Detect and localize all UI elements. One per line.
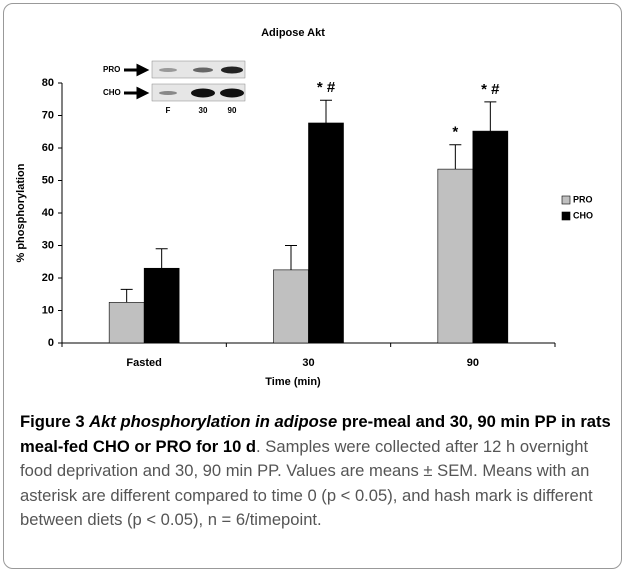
- x-axis-label: Time (min): [265, 376, 321, 388]
- y-tick-label: 80: [42, 77, 54, 89]
- blot-band: [193, 68, 213, 73]
- caption-title-italic: Akt phosphorylation in adipose: [89, 412, 337, 431]
- y-axis-label: % phosphorylation: [15, 163, 27, 262]
- bar: [144, 268, 179, 343]
- error-bar: [449, 145, 461, 169]
- arrow: [124, 66, 146, 74]
- legend-swatch: [562, 212, 570, 220]
- bar: [109, 302, 144, 343]
- figure-label: Figure 3: [20, 412, 85, 431]
- y-tick-label: 30: [42, 239, 54, 251]
- caption: Figure 3 Akt phosphorylation in adipose …: [20, 410, 614, 533]
- error-bar: [156, 249, 168, 269]
- inset-row-label: PRO: [103, 65, 120, 74]
- arrow: [124, 89, 146, 97]
- y-tick-label: 50: [42, 174, 54, 186]
- chart: Adipose Akt Time (min) % phosphorylation…: [0, 0, 627, 400]
- legend-swatch: [562, 196, 570, 204]
- inset-lane-label: F: [166, 106, 171, 115]
- blot-band: [159, 68, 177, 72]
- annotation: * #: [317, 79, 336, 96]
- error-bar: [121, 289, 133, 302]
- x-tick-label: 30: [302, 357, 314, 369]
- bar: [274, 270, 309, 343]
- blot-band: [220, 89, 244, 98]
- y-tick-label: 20: [42, 272, 54, 284]
- annotation: *: [452, 124, 458, 141]
- legend-label: PRO: [573, 194, 593, 204]
- bar: [473, 131, 508, 343]
- y-tick-label: 70: [42, 109, 54, 121]
- y-tick-label: 10: [42, 304, 54, 316]
- inset-blot: [124, 61, 245, 101]
- blot-band: [191, 89, 215, 98]
- blot-band: [221, 67, 243, 74]
- error-bar: [285, 246, 297, 270]
- legend-label: CHO: [573, 210, 593, 220]
- bar: [438, 169, 473, 343]
- page: Adipose Akt Time (min) % phosphorylation…: [0, 0, 627, 574]
- x-tick-label: Fasted: [126, 357, 161, 369]
- annotation: * #: [481, 81, 500, 98]
- chart-title: Adipose Akt: [261, 27, 325, 39]
- error-bar: [320, 100, 332, 123]
- y-tick-label: 40: [42, 207, 54, 219]
- y-tick-label: 0: [48, 337, 54, 349]
- y-tick-label: 60: [42, 142, 54, 154]
- inset-lane-label: 90: [228, 106, 237, 115]
- blot-band: [159, 91, 177, 95]
- error-bar: [484, 102, 496, 131]
- inset-row-label: CHO: [103, 88, 121, 97]
- inset-lane-label: 30: [199, 106, 208, 115]
- bar: [309, 123, 344, 343]
- x-tick-label: 90: [467, 357, 479, 369]
